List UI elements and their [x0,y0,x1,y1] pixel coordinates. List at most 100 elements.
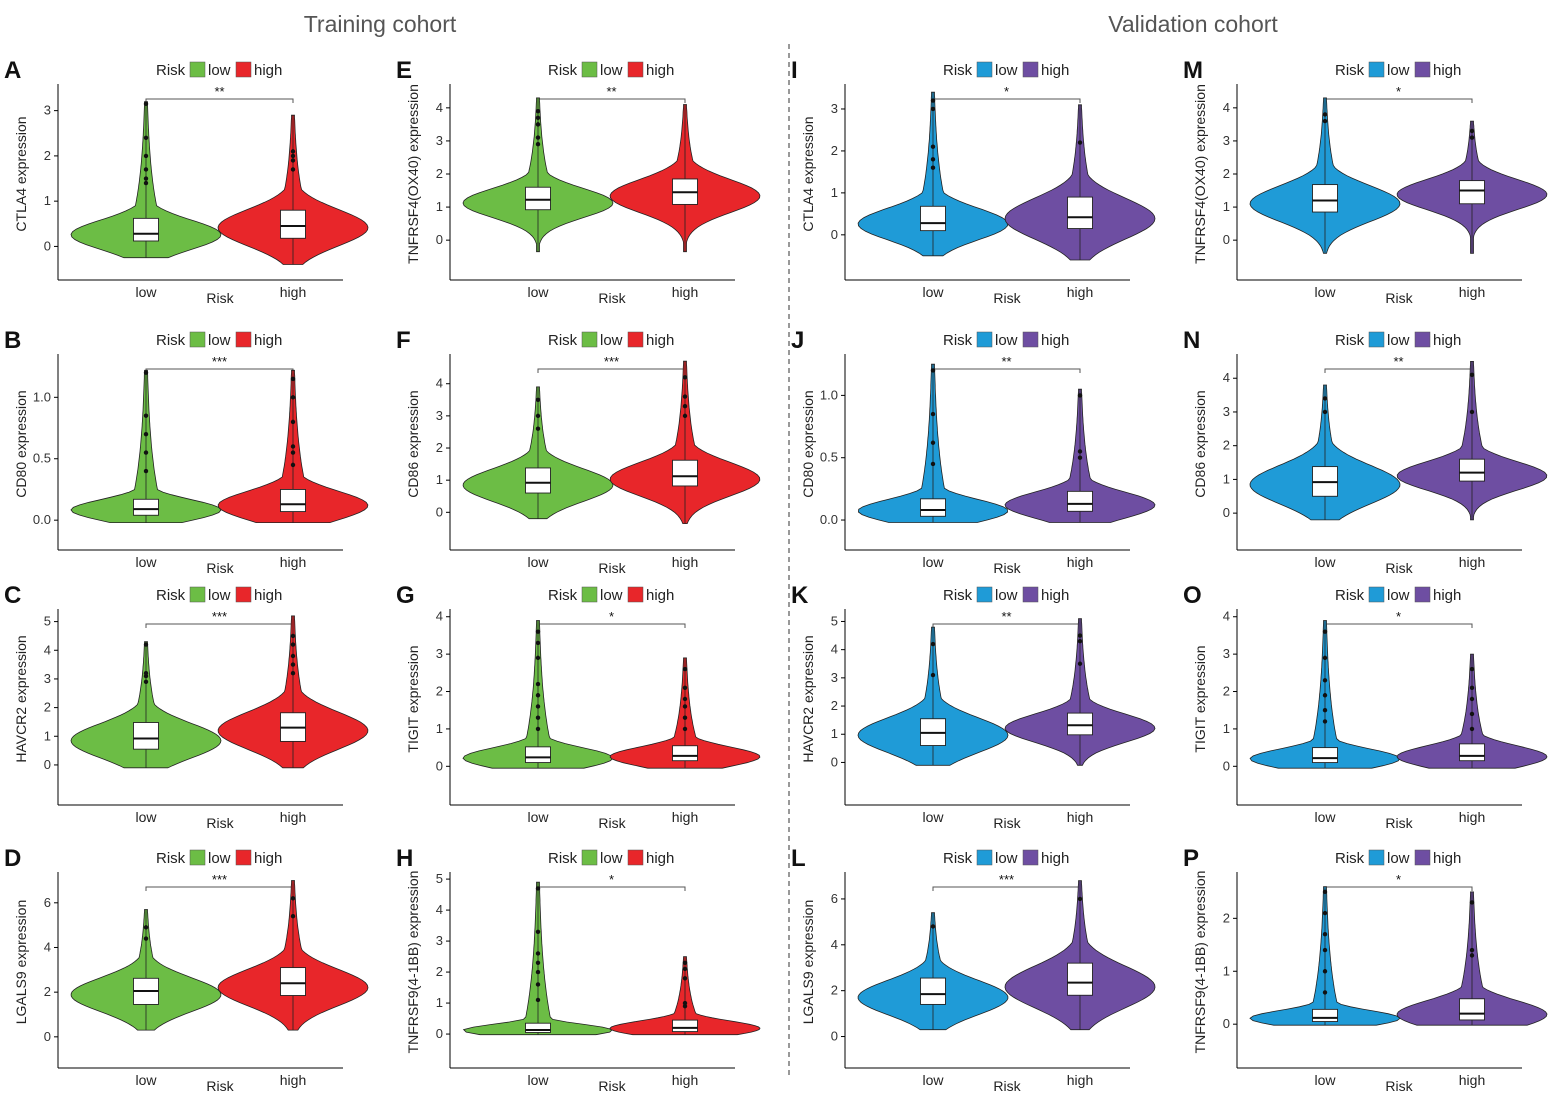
legend-title: Risk [943,332,973,349]
y-tick-label: 2 [44,148,51,163]
y-tick-label: 0 [436,504,443,519]
y-tick-label: 3 [436,133,443,148]
x-tick-label-high: high [1459,554,1485,570]
legend-label-high: high [254,587,282,604]
box-high [280,967,306,996]
x-axis-title: Risk [1385,1078,1413,1094]
outlier-point-high [1077,896,1083,902]
outlier-point-high [1469,409,1475,415]
outlier-point-low [930,368,936,373]
legend-title: Risk [156,850,186,867]
legend-label-high: high [1041,62,1069,79]
legend-key-low [1368,61,1385,78]
outlier-point-high [1077,633,1083,638]
y-axis-label: CD80 expression [13,390,29,497]
box-high [672,745,698,762]
outlier-point-high [682,666,688,672]
significance-label: ** [606,84,616,99]
outlier-point-low [1322,719,1328,724]
panel-letter: A [4,57,21,84]
legend-label-high: high [1433,62,1461,79]
box-high [1459,998,1485,1021]
significance-bracket [932,98,1081,103]
significance-bracket [1324,368,1473,373]
outlier-point-low [930,641,936,647]
y-tick-label: 1 [1223,721,1230,736]
panel-n: N Risk low high 0 1 2 3 4 CD86 expression low high R… [1183,327,1548,576]
y-tick-label: 1.0 [820,387,838,402]
y-tick-label: 0.0 [33,512,51,527]
outlier-point-low [535,982,541,987]
panel-j: J Risk low high 0.0 0.5 1.0 CD80 expression low h… [791,327,1156,576]
y-axis-label: HAVCR2 expression [800,635,816,762]
significance-bracket [537,98,686,103]
outlier-point-low [930,106,936,112]
y-tick-label: 2 [831,983,838,998]
outlier-point-high [290,653,296,659]
significance-bracket [1324,98,1473,103]
legend-label-low: low [208,332,231,349]
legend-key-high [235,586,252,603]
outlier-point-high [1469,953,1475,958]
legend-label-low: low [208,850,231,867]
y-tick-label: 0 [436,232,443,247]
outlier-point-high [682,966,688,972]
y-tick-label: 5 [831,613,838,628]
legend-key-high [1022,61,1039,78]
outlier-point-low [1322,889,1328,895]
outlier-point-high [290,671,296,676]
outlier-point-low [143,135,149,140]
outlier-point-low [1322,990,1328,995]
panel-letter: B [4,327,21,354]
legend-key-low [581,849,598,866]
legend-label-low: low [600,850,623,867]
legend-label-high: high [646,332,674,349]
outlier-point-low [143,180,149,186]
legend-key-high [1022,849,1039,866]
outlier-point-high [1077,449,1083,454]
significance-bracket [537,886,686,891]
outlier-point-high [1077,638,1083,644]
significance-bracket [145,886,294,891]
x-tick-label-high: high [672,284,698,300]
outlier-point-high [290,376,296,382]
y-tick-label: 4 [1223,370,1230,385]
legend-title: Risk [1335,587,1365,604]
legend-key-high [235,849,252,866]
y-tick-label: 1 [436,472,443,487]
legend-title: Risk [156,587,186,604]
legend-key-low [976,61,993,78]
legend-key-high [1414,586,1431,603]
y-tick-label: 3 [1223,133,1230,148]
y-tick-label: 1 [1223,199,1230,214]
y-tick-label: 0 [831,227,838,242]
y-tick-label: 1 [436,199,443,214]
panel-h: H Risk low high 0 1 2 3 4 5 TNFRSF9(4-1BB) express… [396,845,761,1094]
outlier-point-low [535,108,541,114]
x-tick-label-low: low [527,284,549,300]
box-low [1312,747,1338,764]
panel-f: F Risk low high 0 1 2 3 4 CD86 expression low high R… [396,327,761,576]
panel-i: I Risk low high 0 1 2 3 CTLA4 expression low high R… [791,57,1156,306]
legend-title: Risk [548,62,578,79]
box-low [525,746,551,764]
legend-label-low: low [1387,850,1410,867]
legend-title: Risk [548,332,578,349]
box-low [1312,1008,1338,1022]
x-axis-title: Risk [993,290,1021,306]
y-tick-label: 3 [44,671,51,686]
outlier-point-low [143,671,149,676]
outlier-point-low [1322,932,1328,937]
outlier-point-low [535,726,541,732]
panel-letter: P [1183,845,1199,872]
y-axis-label: TNFRSF9(4-1BB) expression [405,871,421,1054]
significance-label: *** [212,609,227,624]
legend-label-low: low [995,587,1018,604]
x-tick-label-low: low [922,1072,944,1088]
x-tick-label-low: low [527,554,549,570]
legend-key-low [189,849,206,866]
y-tick-label: 0 [44,757,51,772]
outlier-point-high [1469,900,1475,905]
legend-key-low [976,586,993,603]
legend-label-low: low [1387,62,1410,79]
